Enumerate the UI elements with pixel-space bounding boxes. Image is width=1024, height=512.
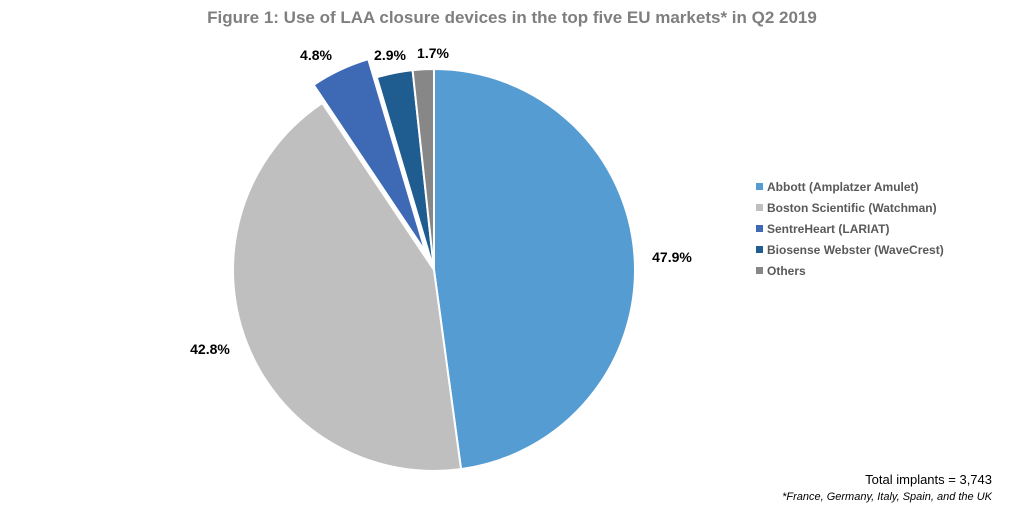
total-implants-note: Total implants = 3,743 xyxy=(865,472,992,487)
pie-slice-0 xyxy=(433,68,636,471)
legend-item-2: SentreHeart (LARIAT) xyxy=(756,218,944,239)
legend-label: Boston Scientific (Watchman) xyxy=(767,200,937,215)
legend-label: SentreHeart (LARIAT) xyxy=(767,221,890,236)
slice-label-2: 4.8% xyxy=(300,47,332,63)
legend-swatch xyxy=(756,267,763,274)
legend: Abbott (Amplatzer Amulet) Boston Scientif… xyxy=(756,176,944,281)
pie-slice-1 xyxy=(232,101,463,472)
legend-label: Abbott (Amplatzer Amulet) xyxy=(767,179,919,194)
pie-slice-2 xyxy=(312,58,427,253)
pie-slice-4 xyxy=(411,68,435,271)
legend-item-0: Abbott (Amplatzer Amulet) xyxy=(756,176,944,197)
slice-label-1: 42.8% xyxy=(190,341,230,357)
legend-item-3: Biosense Webster (WaveCrest) xyxy=(756,239,944,260)
slice-label-0: 47.9% xyxy=(652,249,692,265)
legend-swatch xyxy=(756,225,763,232)
footnote: *France, Germany, Italy, Spain, and the … xyxy=(782,491,992,503)
legend-swatch xyxy=(756,183,763,190)
legend-label: Biosense Webster (WaveCrest) xyxy=(767,242,944,257)
slice-label-3: 2.9% xyxy=(374,47,406,63)
legend-swatch xyxy=(756,204,763,211)
legend-label: Others xyxy=(767,263,806,278)
slice-label-4: 1.7% xyxy=(417,45,449,61)
legend-swatch xyxy=(756,246,763,253)
legend-item-4: Others xyxy=(756,260,944,281)
legend-item-1: Boston Scientific (Watchman) xyxy=(756,197,944,218)
chart-title: Figure 1: Use of LAA closure devices in … xyxy=(207,8,817,27)
